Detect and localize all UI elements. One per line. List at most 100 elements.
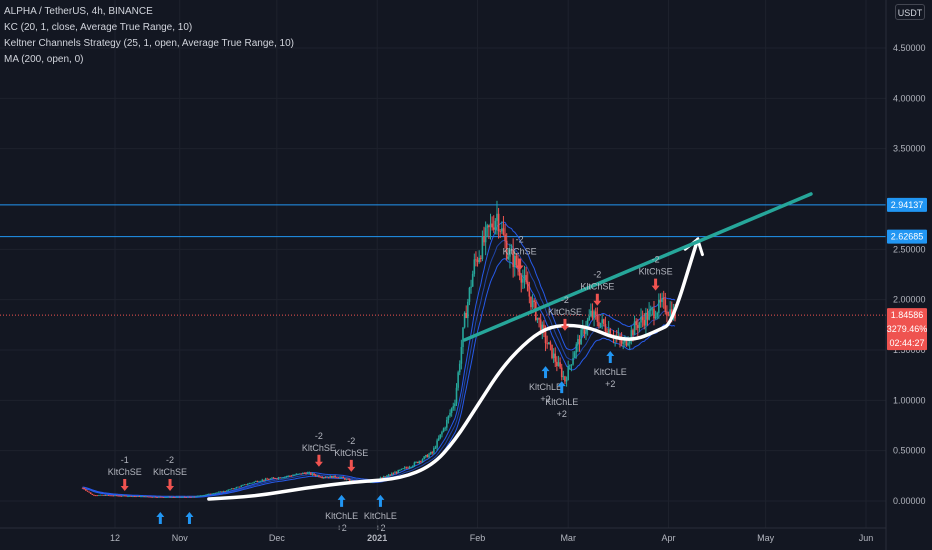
candle-body xyxy=(332,475,335,478)
candle-body xyxy=(165,497,168,498)
candle-body xyxy=(282,477,285,479)
candle-body xyxy=(88,491,90,493)
candle-body xyxy=(635,321,637,326)
x-tick-label: Mar xyxy=(560,533,576,543)
candle-body xyxy=(269,478,272,480)
candle-body xyxy=(238,486,241,488)
candle-body xyxy=(161,496,163,498)
candle-body xyxy=(162,497,165,498)
candle-body xyxy=(93,494,95,496)
candle-body xyxy=(204,494,207,496)
candle-body xyxy=(426,455,429,458)
candle-body xyxy=(188,496,191,498)
candle-body xyxy=(316,475,319,477)
candle-body xyxy=(106,495,108,496)
candle-body xyxy=(221,491,223,493)
buy-arrow-icon xyxy=(541,366,550,379)
candle-body xyxy=(274,478,277,479)
candle-body xyxy=(441,431,443,435)
buy-arrow-icon xyxy=(337,494,346,507)
candle-body xyxy=(122,495,124,497)
candle-body xyxy=(562,376,565,378)
x-tick-label: Nov xyxy=(172,533,189,543)
indicator-ma[interactable]: MA (200, open, 0) xyxy=(4,54,84,65)
candle-body xyxy=(301,472,304,475)
candle-body xyxy=(484,227,487,243)
candle-body xyxy=(172,496,175,498)
candle-body xyxy=(345,478,348,480)
candle-body xyxy=(572,358,574,365)
trendline[interactable] xyxy=(462,192,813,342)
candle-body xyxy=(248,483,251,485)
symbol-title[interactable]: ALPHA / TetherUS, 4h, BINANCE xyxy=(4,6,153,17)
candle-body xyxy=(585,328,587,334)
candle-body xyxy=(436,440,438,448)
candle-body xyxy=(203,495,205,496)
signal-name: KltChLE xyxy=(325,511,358,521)
candle-body xyxy=(528,291,531,297)
signal-name: KltChLE xyxy=(594,367,627,377)
indicator-kc[interactable]: KC (20, 1, close, Average True Range, 10… xyxy=(4,22,193,33)
candle-body xyxy=(255,481,257,482)
candle-body xyxy=(648,310,650,320)
ma-path xyxy=(207,237,700,501)
y-tick-label: 4.50000 xyxy=(893,43,926,53)
candle-body xyxy=(544,330,547,344)
candle-body xyxy=(531,300,534,308)
candle-body xyxy=(666,312,668,315)
candle-body xyxy=(146,496,149,498)
candle-body xyxy=(473,259,476,274)
candle-body xyxy=(416,461,419,463)
candle-body xyxy=(523,275,526,279)
candle-body xyxy=(277,477,280,479)
candle-body xyxy=(586,319,589,329)
candle-body xyxy=(577,339,579,345)
candle-body xyxy=(530,296,532,308)
candle-body xyxy=(533,300,536,302)
candle-body xyxy=(125,495,128,497)
candle-body xyxy=(138,496,141,497)
candle-body xyxy=(628,340,631,344)
candle-body xyxy=(554,353,557,362)
candle-body xyxy=(445,419,448,428)
candle-body xyxy=(136,496,139,497)
candle-body xyxy=(450,408,453,413)
candle-body xyxy=(447,415,450,420)
candle-body xyxy=(526,281,529,292)
candle-body xyxy=(344,478,346,480)
candle-body xyxy=(335,477,338,479)
candle-body xyxy=(476,259,479,263)
bar-countdown-label: 02:44:27 xyxy=(889,338,924,348)
signal-name: KltChSE xyxy=(580,282,614,292)
strategy-signals: KltChSE -1 KltChSE -2 KltChSE -2 KltChSE -2 KltC… xyxy=(108,235,673,533)
candle-body xyxy=(547,342,550,345)
signal-name: KltChSE xyxy=(503,247,537,257)
candle-body xyxy=(290,475,293,477)
candle-body xyxy=(175,496,178,498)
signal-name: KltChSE xyxy=(302,443,336,453)
candle-body xyxy=(599,322,602,327)
candle-body xyxy=(329,476,332,478)
candle-body xyxy=(114,495,116,497)
sell-arrow-icon xyxy=(120,478,129,491)
signal-qty: -2 xyxy=(516,235,524,245)
candle-body xyxy=(399,469,401,471)
candle-body xyxy=(607,329,610,335)
candle-body xyxy=(209,493,212,495)
candle-body xyxy=(501,228,503,232)
candle-body xyxy=(471,273,474,287)
candle-body xyxy=(654,316,657,319)
candle-body xyxy=(339,477,341,479)
candle-body xyxy=(193,496,196,498)
indicator-keltner-strategy[interactable]: Keltner Channels Strategy (25, 1, open, … xyxy=(4,38,294,49)
currency-button[interactable]: USDT xyxy=(895,4,925,20)
buy-arrow-icon xyxy=(376,494,385,507)
candle-body xyxy=(538,317,540,320)
ma-line xyxy=(207,236,704,501)
candle-body xyxy=(552,353,555,359)
candle-body xyxy=(659,299,662,303)
candle-body xyxy=(225,490,228,492)
candle-body xyxy=(431,452,434,453)
x-tick-label: Dec xyxy=(269,533,286,543)
